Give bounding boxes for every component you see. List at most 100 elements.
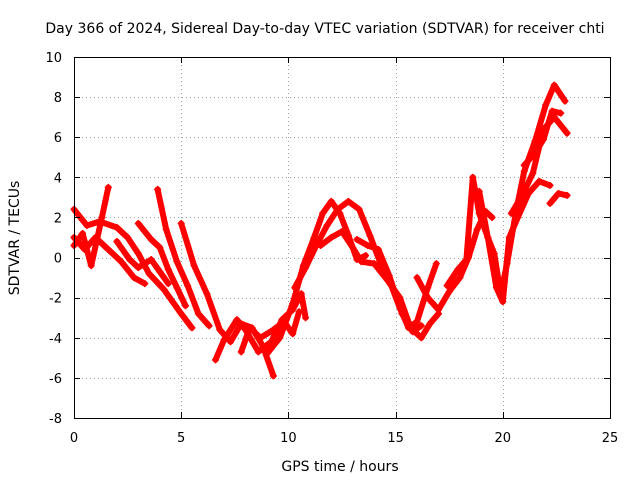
series-sat-a — [70, 205, 196, 332]
data-point — [147, 236, 155, 244]
data-point — [338, 227, 346, 235]
x-tick-label: 5 — [177, 431, 185, 446]
series-trace — [212, 290, 309, 363]
series-trace — [264, 198, 369, 357]
data-point — [469, 173, 477, 181]
data-point — [190, 262, 198, 270]
data-point — [424, 294, 432, 302]
data-point — [413, 274, 421, 282]
chart-title: Day 366 of 2024, Sidereal Day-to-day VTE… — [45, 21, 604, 37]
series-trace — [154, 186, 213, 329]
data-point — [216, 326, 224, 334]
data-point — [134, 264, 142, 272]
series-trace — [354, 236, 440, 331]
y-tick-label: 0 — [54, 252, 62, 267]
data-point — [156, 244, 164, 252]
data-point — [357, 258, 365, 266]
data-point — [237, 348, 245, 356]
series-sat-e — [113, 238, 172, 288]
data-point — [546, 181, 554, 189]
y-tick-label: 2 — [54, 211, 62, 226]
data-point — [540, 135, 548, 143]
y-tick-label: -6 — [49, 372, 62, 387]
data-point — [184, 282, 192, 290]
data-point — [518, 191, 526, 199]
series-trace — [317, 228, 442, 341]
data-point — [548, 107, 556, 115]
data-point — [83, 221, 91, 229]
data-point — [323, 221, 331, 229]
y-tick-label: 10 — [45, 51, 62, 66]
data-point — [445, 288, 453, 296]
data-point — [319, 209, 327, 217]
data-point — [520, 161, 528, 169]
data-point — [130, 274, 138, 282]
data-point — [520, 167, 528, 175]
data-point — [499, 298, 507, 306]
series-trace — [135, 220, 189, 309]
data-point — [181, 302, 189, 310]
data-point — [374, 246, 382, 254]
data-point — [404, 324, 412, 332]
series-trace — [113, 238, 172, 287]
data-point — [147, 256, 155, 264]
series-trace — [71, 206, 195, 331]
grid — [74, 57, 610, 418]
data-point — [456, 274, 464, 282]
data-point — [432, 260, 440, 268]
data-point — [126, 256, 134, 264]
data-point — [364, 242, 372, 250]
data-point — [246, 324, 254, 332]
y-tick-label: 6 — [54, 131, 62, 146]
data-point — [434, 306, 442, 314]
data-point — [550, 81, 558, 89]
data-point — [188, 324, 196, 332]
series-sat-d — [134, 219, 189, 310]
data-point — [563, 129, 571, 137]
data-point — [514, 213, 522, 221]
data-point — [366, 231, 374, 239]
axis-ticks: 0 5 10 15 20 25 -8 -6 -4 -2 0 2 4 6 8 10 — [45, 51, 618, 446]
data-point — [173, 284, 181, 292]
series-sat-f — [154, 185, 213, 330]
data-point — [353, 236, 361, 244]
series-sat-j — [263, 197, 370, 358]
data-point — [177, 219, 185, 227]
data-point — [417, 334, 425, 342]
x-tick-label: 20 — [495, 431, 512, 446]
data-point — [535, 177, 543, 185]
data-point — [385, 272, 393, 280]
y-tick-label: 8 — [54, 91, 62, 106]
data-point — [205, 322, 213, 330]
data-point — [276, 334, 284, 342]
data-point — [194, 310, 202, 318]
data-point — [317, 242, 325, 250]
data-point — [362, 252, 370, 260]
y-tick-label: 4 — [54, 171, 62, 186]
data-point — [87, 262, 95, 270]
data-point — [212, 356, 220, 364]
data-point — [269, 372, 277, 380]
data-point — [134, 250, 142, 258]
plot-area — [70, 81, 571, 380]
data-point — [413, 318, 421, 326]
data-point — [310, 234, 318, 241]
data-point — [349, 244, 357, 252]
data-point — [173, 258, 181, 266]
data-point — [355, 205, 363, 213]
data-point — [492, 284, 500, 292]
data-point — [117, 258, 125, 266]
plot-frame — [74, 57, 611, 419]
data-point — [473, 225, 481, 233]
data-point — [302, 314, 310, 322]
data-point — [141, 280, 149, 288]
data-point — [426, 320, 434, 328]
data-point — [443, 282, 451, 290]
data-point — [164, 280, 172, 288]
data-point — [488, 213, 496, 221]
data-point — [531, 149, 539, 157]
data-point — [531, 137, 539, 145]
data-point — [454, 266, 462, 274]
data-point — [344, 197, 352, 205]
